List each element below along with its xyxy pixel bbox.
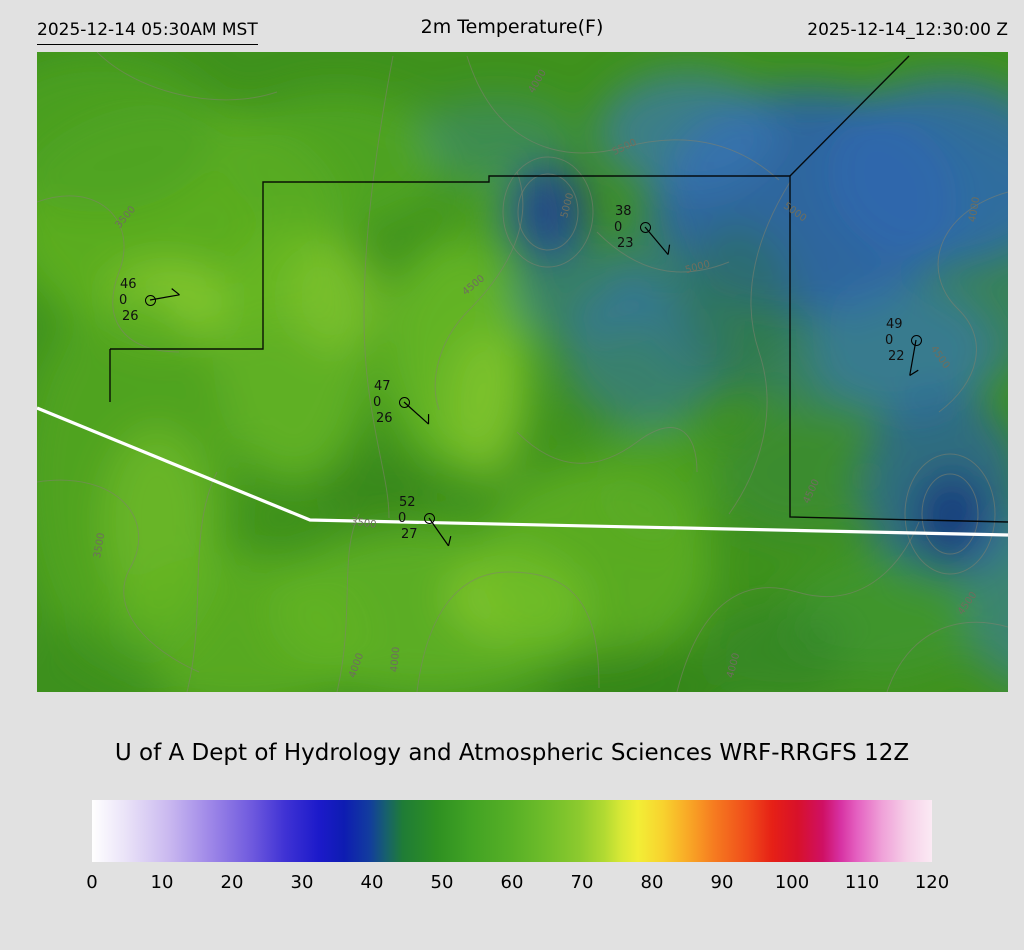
station-circle-icon: [399, 397, 410, 408]
init-time-label: 2025-12-14 05:30AM MST: [37, 20, 258, 45]
colorbar: [92, 800, 932, 862]
temperature-blobs: [37, 52, 1008, 692]
colorbar-tick-label: 10: [150, 872, 174, 893]
colorbar-tick-label: 60: [500, 872, 524, 893]
elevation-contours: [37, 52, 1008, 692]
colorbar-tick-label: 100: [774, 872, 810, 893]
colorbar-tick-label: 120: [914, 872, 950, 893]
colorbar-tick-label: 70: [570, 872, 594, 893]
station-dewpoint: 26: [376, 411, 393, 426]
valid-time-label: 2025-12-14_12:30:00 Z: [807, 20, 1008, 40]
caption: U of A Dept of Hydrology and Atmospheric…: [114, 740, 910, 766]
station-circle-icon: [911, 335, 922, 346]
colorbar-tick-label: 0: [86, 872, 98, 893]
station-temperature: 49: [886, 317, 903, 332]
colorbar-tick-label: 80: [640, 872, 664, 893]
station-temperature: 46: [120, 277, 137, 292]
map-canvas: 3500 4000 5000 5500 5000 5000 4000 4500 4500 3500…: [37, 52, 1008, 692]
colorbar-tick-label: 90: [710, 872, 734, 893]
station-dewpoint: 22: [888, 349, 905, 364]
station-dewpoint: 27: [401, 527, 418, 542]
colorbar-ticks: 0 10 20 30 40 50 60 70 80 90 100 110 120: [86, 872, 949, 898]
station-sky-cover: 0: [885, 333, 894, 348]
station-sky-cover: 0: [373, 395, 382, 410]
colorbar-tick-label: 40: [360, 872, 384, 893]
contour-elevation-label: 4000: [389, 646, 403, 673]
station-dewpoint: 26: [122, 309, 139, 324]
station-temperature: 52: [399, 495, 416, 510]
colorbar-tick-label: 50: [430, 872, 454, 893]
highway-line: [37, 406, 1008, 537]
station-circle-icon: [640, 222, 651, 233]
station-circle-icon: [424, 513, 435, 524]
station-temperature: 38: [615, 204, 632, 219]
station-sky-cover: 0: [614, 220, 623, 235]
station-circle-icon: [145, 295, 156, 306]
colorbar-tick-label: 30: [290, 872, 314, 893]
station-temperature: 47: [374, 379, 391, 394]
colorbar-tick-label: 110: [844, 872, 880, 893]
temperature-field: [37, 52, 1008, 692]
station-sky-cover: 0: [398, 511, 407, 526]
page-title: 2m Temperature(F): [420, 16, 604, 38]
county-boundary: [109, 55, 1008, 523]
station-sky-cover: 0: [119, 293, 128, 308]
station-dewpoint: 23: [617, 236, 634, 251]
colorbar-tick-label: 20: [220, 872, 244, 893]
